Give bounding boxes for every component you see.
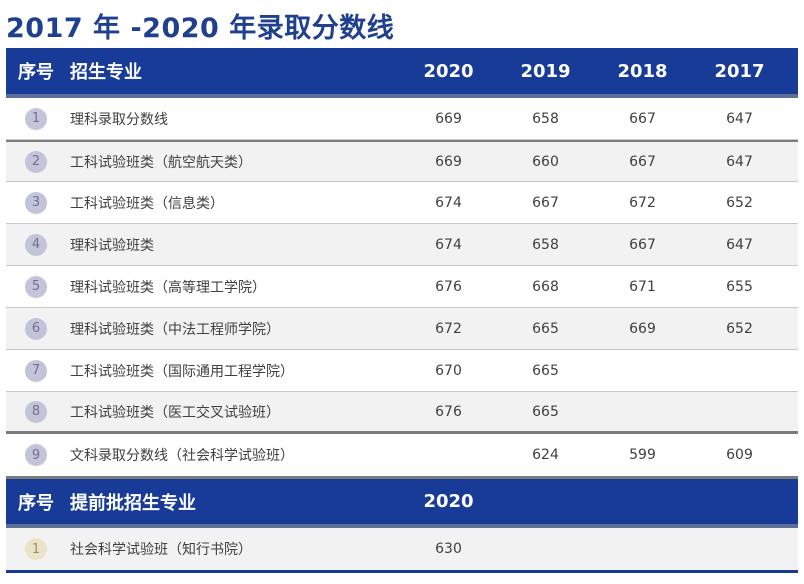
header-year-2019: 2019	[520, 60, 571, 82]
score-2019: 665	[532, 362, 559, 379]
score-2017: 652	[726, 194, 753, 211]
score-2020: 669	[435, 153, 462, 170]
table-bottom-rule	[6, 570, 798, 573]
score-2017: 647	[726, 153, 753, 170]
table-row: 5 理科试验班类（高等理工学院） 676 668 671 655	[6, 266, 798, 308]
table-row: 4 理科试验班类 674 658 667 647	[6, 224, 798, 266]
row-index-badge: 5	[25, 275, 47, 298]
row-index-badge: 3	[25, 191, 47, 214]
score-2020: 674	[435, 236, 462, 253]
major-name: 理科试验班类（中法工程师学院）	[70, 321, 280, 338]
score-2020: 630	[435, 541, 462, 557]
header-year-2017: 2017	[714, 60, 765, 82]
row-index-badge: 4	[25, 233, 47, 256]
table-row: 7 工科试验班类（国际通用工程学院） 670 665	[6, 350, 798, 392]
header-year-2020: 2020	[423, 60, 474, 82]
score-2020: 676	[435, 403, 462, 420]
score-2017: 647	[726, 110, 753, 127]
row-index-badge: 2	[25, 150, 47, 173]
score-2018: 667	[629, 110, 656, 127]
table-row: 1 理科录取分数线 669 658 667 647	[6, 98, 798, 140]
major-name: 理科试验班类（高等理工学院）	[70, 279, 266, 296]
score-2019: 660	[532, 153, 559, 170]
header-year-2018: 2018	[617, 60, 668, 82]
score-2019: 668	[532, 278, 559, 295]
major-name: 理科录取分数线	[70, 111, 168, 128]
score-2019: 624	[532, 447, 559, 463]
score-2018: 667	[629, 153, 656, 170]
score-2017: 655	[726, 278, 753, 295]
score-2018: 672	[629, 194, 656, 211]
row-index-badge: 7	[25, 359, 47, 382]
header-year-2020: 2020	[423, 491, 474, 512]
table-header: 序号 招生专业 2020 2019 2018 2017	[6, 48, 798, 98]
row-index-badge: 8	[25, 400, 47, 423]
major-name: 理科试验班类	[70, 237, 154, 254]
score-2019: 667	[532, 194, 559, 211]
score-2019: 665	[532, 320, 559, 337]
score-2019: 658	[532, 236, 559, 253]
row-index-badge: 6	[25, 317, 47, 340]
score-2017: 609	[726, 447, 753, 463]
major-name: 工科试验班类（国际通用工程学院）	[70, 363, 294, 380]
major-name: 文科录取分数线（社会科学试验班）	[70, 448, 294, 464]
table-row: 6 理科试验班类（中法工程师学院） 672 665 669 652	[6, 308, 798, 350]
major-name: 工科试验班类（信息类）	[70, 195, 224, 212]
score-2017: 652	[726, 320, 753, 337]
score-2020: 670	[435, 362, 462, 379]
table-row: 1 社会科学试验班（知行书院） 630	[6, 528, 798, 570]
score-2018: 667	[629, 236, 656, 253]
table-row: 2 工科试验班类（航空航天类） 669 660 667 647	[6, 140, 798, 182]
header-index: 序号	[18, 62, 54, 83]
major-name: 工科试验班类（医工交叉试验班）	[70, 404, 280, 421]
header-early-major: 提前批招生专业	[70, 492, 196, 514]
score-2020: 676	[435, 278, 462, 295]
major-name: 工科试验班类（航空航天类）	[70, 154, 252, 171]
score-2018: 671	[629, 278, 656, 295]
header-major: 招生专业	[70, 62, 142, 83]
table-row: 8 工科试验班类（医工交叉试验班） 676 665	[6, 392, 798, 434]
row-index-badge: 1	[25, 538, 47, 560]
early-table-header: 序号 提前批招生专业 2020	[6, 476, 798, 528]
score-2018: 599	[629, 447, 656, 463]
major-name: 社会科学试验班（知行书院）	[70, 542, 252, 558]
score-2017: 647	[726, 236, 753, 253]
header-index: 序号	[18, 492, 54, 514]
score-2019: 658	[532, 110, 559, 127]
score-2019: 665	[532, 403, 559, 420]
row-index-badge: 1	[25, 107, 47, 130]
score-2018: 669	[629, 320, 656, 337]
admission-score-table: 序号 招生专业 2020 2019 2018 2017 1 理科录取分数线 66…	[6, 48, 798, 573]
score-2020: 672	[435, 320, 462, 337]
row-index-badge: 9	[25, 444, 47, 466]
score-2020: 674	[435, 194, 462, 211]
page-title: 2017 年 -2020 年录取分数线	[6, 13, 395, 44]
score-2020: 669	[435, 110, 462, 127]
table-row: 9 文科录取分数线（社会科学试验班） 624 599 609	[6, 434, 798, 476]
table-row: 3 工科试验班类（信息类） 674 667 672 652	[6, 182, 798, 224]
